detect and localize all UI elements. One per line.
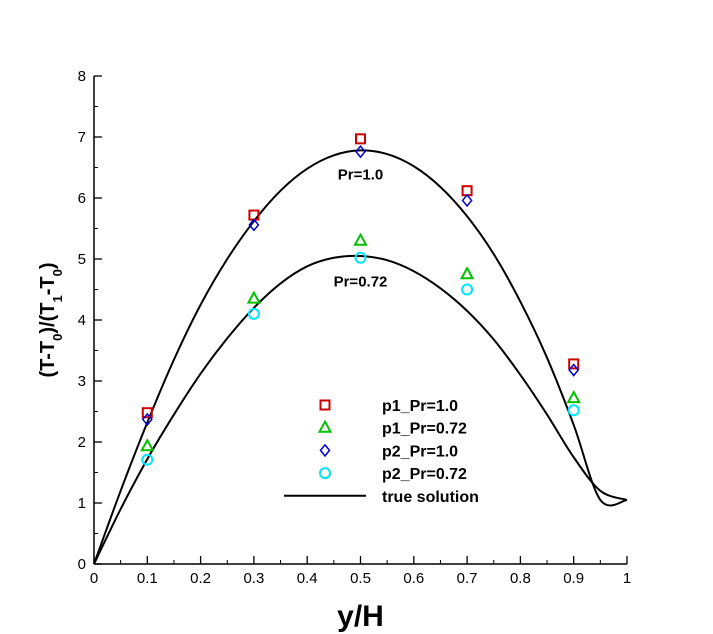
data-point bbox=[140, 438, 155, 452]
data-point bbox=[568, 358, 580, 370]
series-p2-pr-0-72 bbox=[141, 251, 580, 466]
true-solution-curve-pr-0-72 bbox=[93, 254, 628, 565]
legend-label: p1_Pr=1.0 bbox=[382, 398, 458, 415]
legend-marker bbox=[319, 467, 331, 480]
true-solution-curve-pr-1-0 bbox=[93, 149, 628, 565]
data-point bbox=[247, 307, 260, 320]
legend-marker bbox=[317, 419, 333, 433]
data-point bbox=[141, 412, 153, 427]
data-point bbox=[461, 193, 473, 208]
legend-label: p1_Pr=0.72 bbox=[382, 421, 467, 438]
x-tick-label: 0.4 bbox=[297, 570, 318, 587]
x-tick-label: 0.1 bbox=[137, 570, 158, 587]
data-point bbox=[248, 218, 260, 232]
data-point bbox=[141, 453, 154, 466]
x-axis-title: y/H bbox=[337, 600, 384, 633]
axes: 0 0.1 0.2 0.3 0.4 0.5 0.6 0.7 0.8 0.9 1 0 1 2 3 4 5 6 7 8 bbox=[78, 68, 632, 587]
data-point bbox=[567, 404, 580, 417]
data-point bbox=[246, 290, 262, 304]
x-tick-label: 0.9 bbox=[563, 570, 584, 587]
y-tick-label: 3 bbox=[78, 373, 86, 390]
y-axis-title-sub: 1 bbox=[50, 295, 65, 302]
data-point bbox=[459, 266, 475, 280]
y-tick-label: 1 bbox=[78, 495, 86, 512]
legend-marker bbox=[319, 399, 331, 411]
x-tick-label: 1 bbox=[623, 570, 631, 587]
data-point bbox=[141, 407, 153, 419]
y-tick-label: 0 bbox=[78, 556, 86, 573]
x-tick-label: 0.6 bbox=[403, 570, 424, 587]
y-tick-label: 8 bbox=[78, 68, 86, 85]
y-tick-label: 6 bbox=[78, 190, 86, 207]
annotation-label: Pr=1.0 bbox=[338, 167, 383, 184]
y-tick-label: 4 bbox=[78, 312, 86, 329]
data-point bbox=[568, 363, 580, 377]
x-tick-label: 0.2 bbox=[190, 570, 211, 587]
legend-label: true solution bbox=[382, 489, 479, 506]
x-tick-label: 0.8 bbox=[510, 570, 531, 587]
y-axis-title: (T-T0)/(T1-T0) bbox=[37, 262, 65, 377]
series-p1-pr-0-72 bbox=[140, 232, 581, 452]
legend: p1_Pr=1.0 p1_Pr=0.72 p2_Pr=1.0 p2_Pr=0.72tr… bbox=[284, 398, 479, 506]
x-tick-label: 0 bbox=[90, 570, 98, 587]
annotation-label: Pr=0.72 bbox=[334, 273, 388, 290]
data-point bbox=[354, 251, 367, 264]
y-axis-title-part: ) bbox=[37, 262, 59, 269]
x-tick-label: 0.7 bbox=[457, 570, 478, 587]
data-point bbox=[355, 144, 366, 159]
data-point bbox=[461, 283, 474, 296]
x-tick-label: 0.3 bbox=[243, 570, 264, 587]
y-tick-label: 7 bbox=[78, 129, 86, 146]
series-p2-pr-1-0 bbox=[141, 144, 580, 427]
y-axis-title-sub: 0 bbox=[50, 269, 65, 276]
legend-marker bbox=[319, 443, 331, 458]
y-axis-title-part: -T bbox=[37, 276, 59, 295]
y-axis-title-part: )/(T bbox=[37, 303, 59, 334]
legend-label: p2_Pr=0.72 bbox=[382, 466, 467, 483]
x-tick-label: 0.5 bbox=[350, 570, 371, 587]
y-axis-title-part: (T-T bbox=[37, 341, 59, 378]
data-point bbox=[355, 133, 366, 145]
data-point bbox=[566, 390, 581, 404]
data-markers bbox=[140, 133, 581, 466]
y-tick-label: 5 bbox=[78, 251, 86, 268]
true-solution-curves bbox=[93, 149, 628, 565]
legend-label: p2_Pr=1.0 bbox=[382, 443, 458, 460]
curve-annotations: Pr=1.0 Pr=0.72 bbox=[334, 167, 388, 291]
y-tick-label: 2 bbox=[78, 434, 86, 451]
data-point bbox=[353, 232, 368, 246]
y-axis-title-sub: 0 bbox=[50, 334, 65, 341]
